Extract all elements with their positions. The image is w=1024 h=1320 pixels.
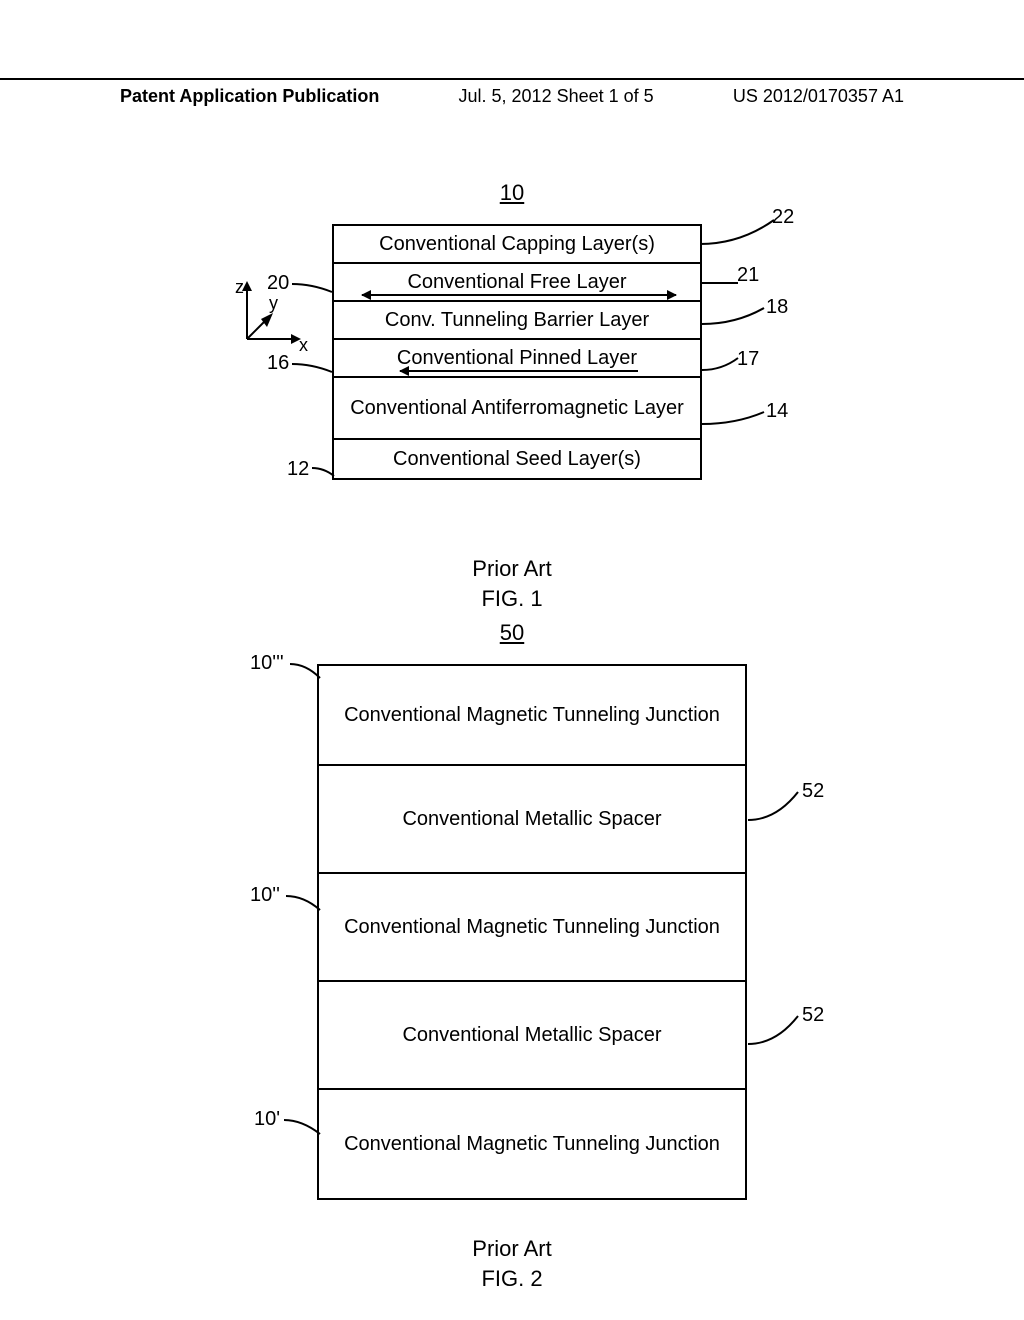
layer-barrier: Conv. Tunneling Barrier Layer: [334, 302, 700, 340]
lead-10pp: [286, 892, 322, 914]
fig1-stage: z y x Conventional Capping Layer(s) Conv…: [162, 224, 862, 524]
axis-y-label: y: [269, 293, 278, 313]
layer2-mtj-mid: Conventional Magnetic Tunneling Junction: [319, 874, 745, 982]
fig1-caption-line2: FIG. 1: [0, 584, 1024, 614]
figure-1: 10 z y x Conventional Capping Layer(s) C…: [0, 180, 1024, 613]
header-right: US 2012/0170357 A1: [733, 86, 904, 107]
axis-x-label: x: [299, 335, 308, 355]
pinned-layer-arrow: [400, 370, 638, 372]
lead-17: [702, 356, 742, 374]
layer2-spacer-bot-label: Conventional Metallic Spacer: [402, 1022, 661, 1048]
layer-free: Conventional Free Layer: [334, 264, 700, 302]
fig1-id: 10: [0, 180, 1024, 206]
axis-z-label: z: [235, 277, 244, 297]
ref-21: 21: [737, 264, 759, 287]
header-left: Patent Application Publication: [120, 86, 379, 107]
header-row: Patent Application Publication Jul. 5, 2…: [0, 86, 1024, 107]
layer2-mtj-top: Conventional Magnetic Tunneling Junction: [319, 666, 745, 766]
ref-52a: 52: [802, 780, 824, 803]
ref-16: 16: [267, 352, 289, 375]
lead-52a: [748, 788, 802, 824]
layer2-spacer-top: Conventional Metallic Spacer: [319, 766, 745, 874]
layer-seed: Conventional Seed Layer(s): [334, 440, 700, 478]
fig2-caption-line2: FIG. 2: [0, 1264, 1024, 1294]
lead-52b: [748, 1012, 802, 1048]
lead-21: [702, 282, 738, 284]
ref-10pp: 10'': [250, 884, 280, 907]
fig2-caption: Prior Art FIG. 2: [0, 1234, 1024, 1293]
layer-pinned: Conventional Pinned Layer: [334, 340, 700, 378]
ref-10p: 10': [254, 1108, 280, 1131]
ref-14: 14: [766, 400, 788, 423]
ref-20: 20: [267, 272, 289, 295]
layer2-mtj-bot: Conventional Magnetic Tunneling Junction: [319, 1090, 745, 1198]
fig2-stage: Conventional Magnetic Tunneling Junction…: [162, 664, 862, 1204]
lead-10ppp: [290, 660, 322, 682]
lead-22: [700, 218, 778, 248]
lead-20: [292, 278, 336, 298]
lead-18: [702, 306, 766, 328]
layer2-mtj-mid-label: Conventional Magnetic Tunneling Junction: [344, 914, 720, 940]
free-layer-arrow: [362, 294, 676, 296]
figure-2: 50 Conventional Magnetic Tunneling Junct…: [0, 620, 1024, 1293]
fig1-caption: Prior Art FIG. 1: [0, 554, 1024, 613]
ref-52b: 52: [802, 1004, 824, 1027]
layer-afm-label: Conventional Antiferromagnetic Layer: [334, 397, 700, 420]
header-center: Jul. 5, 2012 Sheet 1 of 5: [459, 86, 654, 107]
layer-seed-label: Conventional Seed Layer(s): [393, 448, 641, 471]
fig1-layer-stack: Conventional Capping Layer(s) Convention…: [332, 224, 702, 480]
ref-10ppp: 10''': [250, 652, 284, 675]
layer-pinned-label: Conventional Pinned Layer: [397, 347, 637, 370]
lead-12: [312, 464, 336, 480]
layer2-spacer-bot: Conventional Metallic Spacer: [319, 982, 745, 1090]
layer-afm: Conventional Antiferromagnetic Layer: [334, 378, 700, 440]
ref-12: 12: [287, 458, 309, 481]
layer2-mtj-bot-label: Conventional Magnetic Tunneling Junction: [344, 1131, 720, 1157]
layer2-mtj-top-label: Conventional Magnetic Tunneling Junction: [344, 702, 720, 728]
layer-capping: Conventional Capping Layer(s): [334, 226, 700, 264]
lead-10p: [284, 1116, 322, 1138]
fig2-layer-stack: Conventional Magnetic Tunneling Junction…: [317, 664, 747, 1200]
layer-free-label: Conventional Free Layer: [407, 271, 626, 294]
fig2-caption-line1: Prior Art: [0, 1234, 1024, 1264]
layer-capping-label: Conventional Capping Layer(s): [379, 233, 655, 256]
fig1-caption-line1: Prior Art: [0, 554, 1024, 584]
page-header: Patent Application Publication Jul. 5, 2…: [0, 78, 1024, 107]
layer2-spacer-top-label: Conventional Metallic Spacer: [402, 806, 661, 832]
layer-barrier-label: Conv. Tunneling Barrier Layer: [385, 309, 649, 332]
ref-18: 18: [766, 296, 788, 319]
lead-14: [702, 410, 766, 428]
fig2-id: 50: [0, 620, 1024, 646]
lead-16: [292, 358, 336, 378]
